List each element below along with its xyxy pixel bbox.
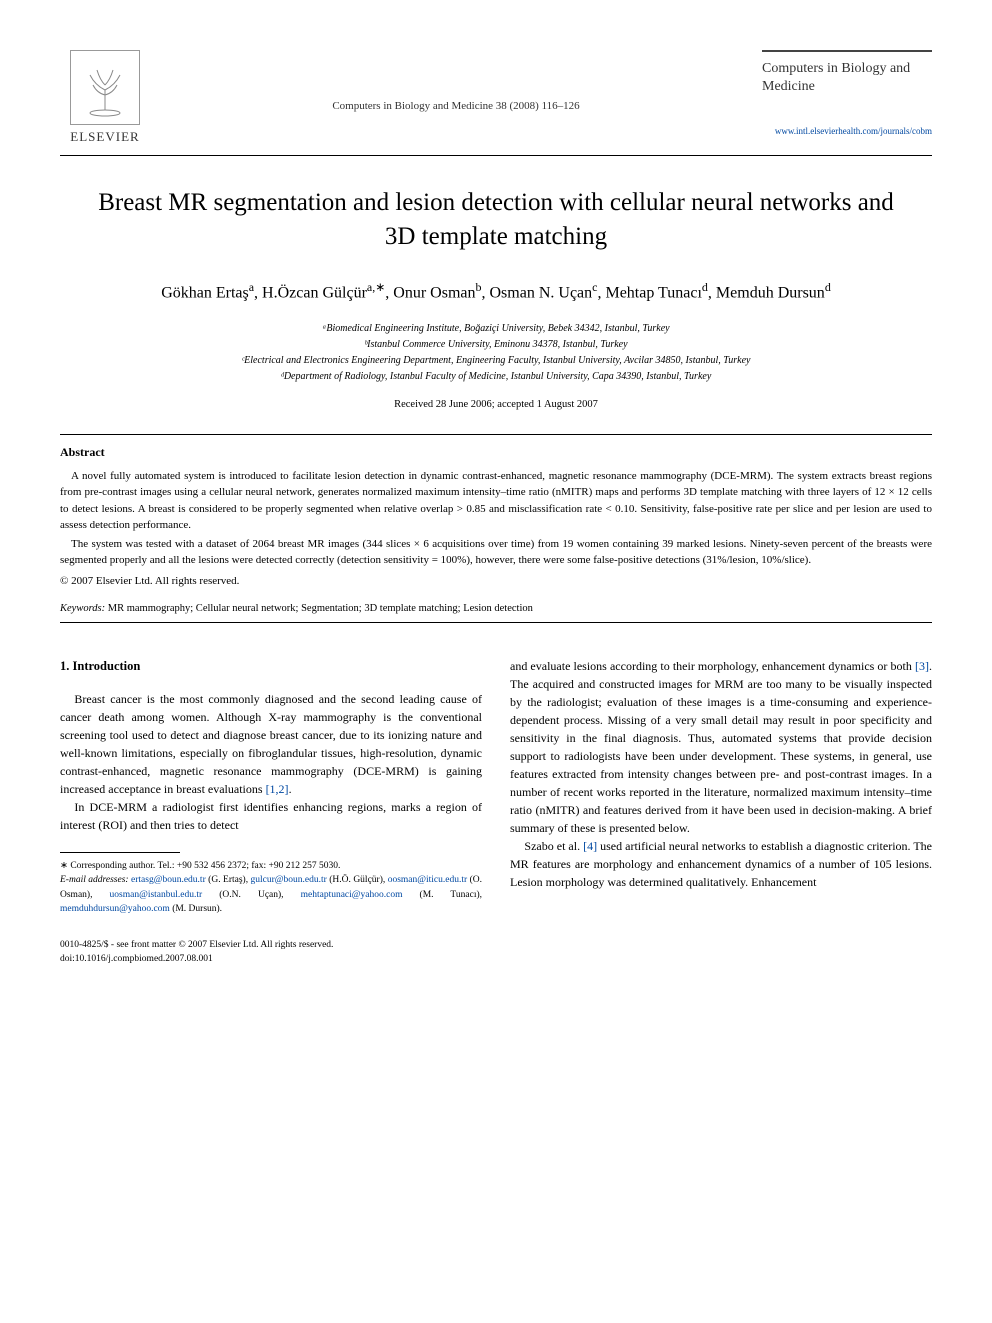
authors-list: Gökhan Ertaşa, H.Özcan Gülçüra,∗, Onur O… [60, 278, 932, 305]
body-paragraph: Szabo et al. [4] used artificial neural … [510, 837, 932, 891]
footnotes-block: ∗ Corresponding author. Tel.: +90 532 45… [60, 859, 482, 916]
journal-url-link[interactable]: www.intl.elsevierhealth.com/journals/cob… [762, 126, 932, 136]
right-column: and evaluate lesions according to their … [510, 657, 932, 916]
email-addresses: E-mail addresses: ertasg@boun.edu.tr (G.… [60, 873, 482, 916]
corresponding-author-note: ∗ Corresponding author. Tel.: +90 532 45… [60, 859, 482, 873]
page-header: ELSEVIER Computers in Biology and Medici… [60, 50, 932, 145]
keywords-label: Keywords: [60, 603, 105, 614]
left-column: 1. Introduction Breast cancer is the mos… [60, 657, 482, 916]
affiliation-line: ᶜElectrical and Electronics Engineering … [60, 353, 932, 369]
body-paragraph: and evaluate lesions according to their … [510, 657, 932, 837]
body-paragraph: Breast cancer is the most commonly diagn… [60, 690, 482, 798]
abstract-paragraph: A novel fully automated system is introd… [60, 468, 932, 534]
body-paragraph: In DCE-MRM a radiologist first identifie… [60, 798, 482, 834]
email-link[interactable]: oosman@iticu.edu.tr [388, 875, 467, 885]
section-heading: 1. Introduction [60, 657, 482, 676]
abstract-copyright: © 2007 Elsevier Ltd. All rights reserved… [60, 573, 932, 590]
publisher-name: ELSEVIER [70, 129, 139, 145]
email-link[interactable]: gulcur@boun.edu.tr [251, 875, 327, 885]
email-link[interactable]: memduhdursun@yahoo.com [60, 904, 170, 914]
email-link[interactable]: ertasg@boun.edu.tr [131, 875, 206, 885]
divider [60, 434, 932, 435]
affiliations-list: ᵃBiomedical Engineering Institute, Boğaz… [60, 321, 932, 385]
elsevier-tree-logo [70, 50, 140, 125]
received-accepted-dates: Received 28 June 2006; accepted 1 August… [60, 399, 932, 410]
journal-title: Computers in Biology and Medicine [762, 60, 932, 96]
affiliation-line: ᵃBiomedical Engineering Institute, Boğaz… [60, 321, 932, 337]
article-title: Breast MR segmentation and lesion detect… [80, 186, 912, 254]
keywords-line: Keywords: MR mammography; Cellular neura… [60, 603, 932, 614]
divider [60, 622, 932, 623]
journal-reference: Computers in Biology and Medicine 38 (20… [150, 50, 762, 112]
footer-doi: doi:10.1016/j.compbiomed.2007.08.001 [60, 952, 932, 966]
publisher-block: ELSEVIER [60, 50, 150, 145]
affiliation-line: ᵈDepartment of Radiology, Istanbul Facul… [60, 369, 932, 385]
email-link[interactable]: uosman@istanbul.edu.tr [110, 890, 203, 900]
divider [60, 155, 932, 156]
email-link[interactable]: mehtaptunaci@yahoo.com [301, 890, 403, 900]
abstract-paragraph: The system was tested with a dataset of … [60, 536, 932, 569]
abstract-heading: Abstract [60, 445, 932, 460]
body-columns: 1. Introduction Breast cancer is the mos… [60, 657, 932, 916]
footnote-rule [60, 852, 180, 853]
keywords-text: MR mammography; Cellular neural network;… [108, 603, 533, 614]
footer-copyright: 0010-4825/$ - see front matter © 2007 El… [60, 938, 932, 952]
abstract-body: A novel fully automated system is introd… [60, 468, 932, 590]
page-footer: 0010-4825/$ - see front matter © 2007 El… [60, 938, 932, 967]
journal-block: Computers in Biology and Medicine www.in… [762, 50, 932, 136]
affiliation-line: ᵇIstanbul Commerce University, Eminonu 3… [60, 337, 932, 353]
